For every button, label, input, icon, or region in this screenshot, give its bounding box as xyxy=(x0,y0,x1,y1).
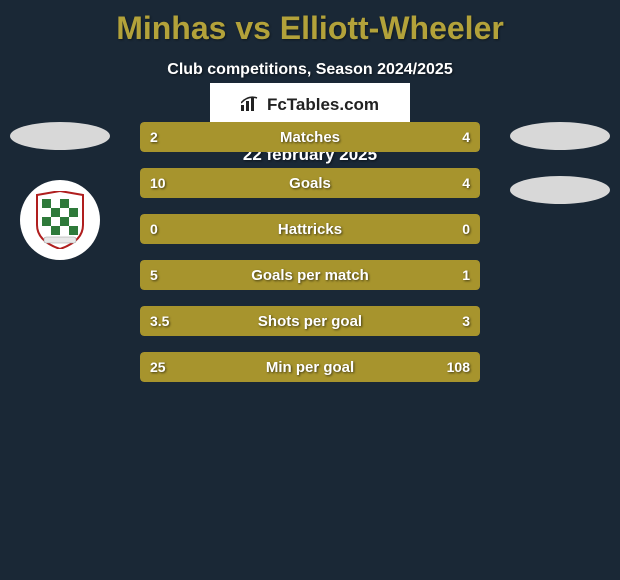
bar-value-left: 25 xyxy=(150,352,166,382)
player-right-avatar xyxy=(510,122,610,150)
shield-icon xyxy=(35,191,85,249)
bar-row: 3.53Shots per goal xyxy=(140,306,480,336)
bar-value-left: 0 xyxy=(150,214,158,244)
chart-icon xyxy=(241,95,261,116)
bar-value-left: 3.5 xyxy=(150,306,169,336)
page-subtitle: Club competitions, Season 2024/2025 xyxy=(0,61,620,79)
bar-row: 104Goals xyxy=(140,168,480,198)
bar-value-right: 108 xyxy=(447,352,470,382)
player-left-club-badge xyxy=(20,180,100,260)
bar-value-left: 5 xyxy=(150,260,158,290)
page-title: Minhas vs Elliott-Wheeler xyxy=(0,0,620,47)
player-left-avatar xyxy=(10,122,110,150)
bar-value-right: 4 xyxy=(462,122,470,152)
bar-fill-left xyxy=(140,352,480,382)
bar-value-left: 2 xyxy=(150,122,158,152)
bar-row: 25108Min per goal xyxy=(140,352,480,382)
bar-value-right: 0 xyxy=(462,214,470,244)
bar-fill-left xyxy=(140,306,480,336)
branding-badge: FcTables.com xyxy=(210,83,410,127)
bar-row: 00Hattricks xyxy=(140,214,480,244)
bar-row: 24Matches xyxy=(140,122,480,152)
bar-fill-left xyxy=(140,260,480,290)
bar-value-left: 10 xyxy=(150,168,166,198)
bar-value-right: 4 xyxy=(462,168,470,198)
bar-fill-left xyxy=(140,168,378,198)
comparison-bars: 24Matches104Goals00Hattricks51Goals per … xyxy=(140,122,480,398)
branding-text: FcTables.com xyxy=(267,95,379,115)
bar-fill-right xyxy=(252,122,480,152)
bar-fill-left xyxy=(140,214,480,244)
player-right-club-avatar xyxy=(510,176,610,204)
bar-row: 51Goals per match xyxy=(140,260,480,290)
bar-value-right: 1 xyxy=(462,260,470,290)
bar-value-right: 3 xyxy=(462,306,470,336)
